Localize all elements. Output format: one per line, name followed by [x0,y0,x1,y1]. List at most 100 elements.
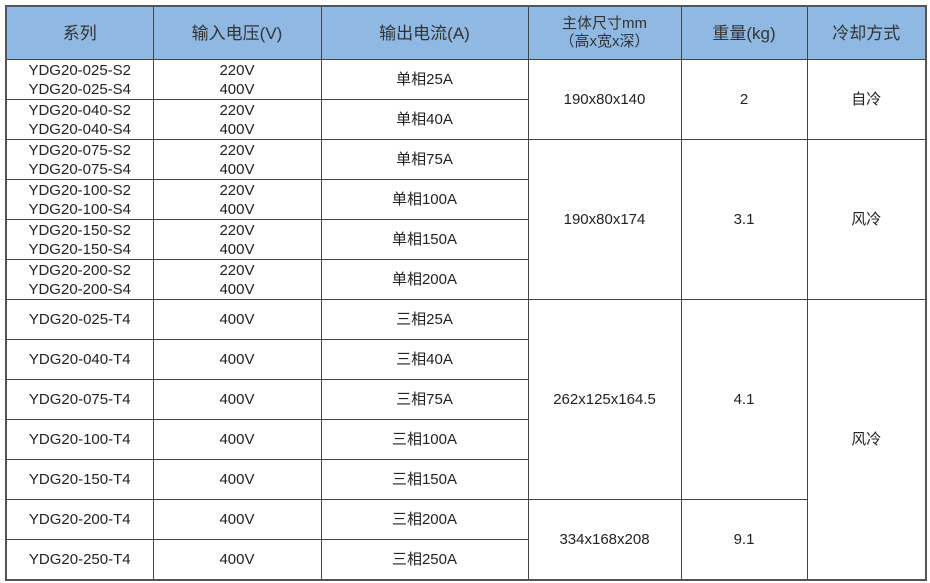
header-series: 系列 [5,5,154,60]
dims-cell: 190x80x174 [527,139,682,300]
table-row: YDG20-040-S2 YDG20-040-S4 220V 400V 单相40A [5,99,926,140]
voltage-cell-line: 400V [219,120,255,138]
cooling-cell: 风冷 [806,139,927,300]
voltage-cell: 400V [152,539,322,581]
series-cell: YDG20-150-S2 YDG20-150-S4 [5,219,154,260]
series-cell-line: YDG20-025-T4 [28,311,131,328]
voltage-cell-line: 400V [219,80,255,98]
voltage-cell-line: 400V [219,280,255,298]
series-cell: YDG20-200-T4 [5,499,154,540]
series-cell: YDG20-075-T4 [5,379,154,420]
current-cell: 单相100A [320,179,529,220]
voltage-cell-line: 400V [219,391,255,408]
voltage-cell-line: 400V [219,240,255,258]
series-cell-line: YDG20-150-S4 [28,240,132,258]
header-output-current: 输出电流(A) [320,5,529,60]
series-cell-line: YDG20-100-S4 [28,200,132,218]
voltage-cell-line: 400V [219,200,255,218]
series-cell-line: YDG20-025-S4 [28,80,132,98]
series-cell-line: YDG20-040-T4 [28,351,131,368]
header-dimensions: 主体尺寸mm （高x宽x深） [527,5,682,60]
series-cell-line: YDG20-025-S2 [28,61,132,79]
series-cell-line: YDG20-200-S4 [28,280,132,298]
dims-cell: 334x168x208 [527,499,682,581]
voltage-cell-line: 220V [219,221,255,239]
voltage-cell: 220V 400V [152,259,322,300]
current-cell: 单相25A [320,59,529,100]
table-row: YDG20-100-T4 400V 三相100A [5,419,926,460]
voltage-cell: 220V 400V [152,59,322,100]
table-row: YDG20-100-S2 YDG20-100-S4 220V 400V 单相100A [5,179,926,220]
weight-cell: 9.1 [680,499,808,581]
cooling-cell: 自冷 [806,59,927,140]
series-cell-line: YDG20-150-S2 [28,221,132,239]
table-row: YDG20-150-S2 YDG20-150-S4 220V 400V 单相150A [5,219,926,260]
voltage-cell: 400V [152,499,322,540]
cooling-cell: 风冷 [806,299,927,581]
series-cell-line: YDG20-075-S4 [28,160,132,178]
current-cell: 三相150A [320,459,529,500]
voltage-cell-line: 220V [219,261,255,279]
spec-table: 系列 输入电压(V) 输出电流(A) 主体尺寸mm （高x宽x深） 重量(kg) … [5,5,927,581]
voltage-cell-line: 400V [219,311,255,328]
current-cell: 三相200A [320,499,529,540]
dims-cell: 262x125x164.5 [527,299,682,500]
voltage-cell-line: 400V [219,431,255,448]
current-cell: 三相100A [320,419,529,460]
voltage-cell: 220V 400V [152,219,322,260]
series-cell-line: YDG20-100-T4 [28,431,131,448]
current-cell: 三相40A [320,339,529,380]
table-row: YDG20-150-T4 400V 三相150A [5,459,926,500]
series-cell: YDG20-100-S2 YDG20-100-S4 [5,179,154,220]
series-cell-line: YDG20-075-S2 [28,141,132,159]
weight-cell: 2 [680,59,808,140]
series-cell: YDG20-075-S2 YDG20-075-S4 [5,139,154,180]
voltage-cell-line: 400V [219,471,255,488]
header-cooling: 冷却方式 [806,5,927,60]
voltage-cell-line: 400V [219,511,255,528]
voltage-cell-line: 400V [219,351,255,368]
series-cell: YDG20-040-T4 [5,339,154,380]
table-row: YDG20-025-T4 400V 三相25A 262x125x164.5 4.1 风冷 [5,299,927,581]
header-weight: 重量(kg) [680,5,808,60]
voltage-cell: 220V 400V [152,99,322,140]
voltage-cell-line: 400V [219,160,255,178]
weight-cell: 3.1 [680,139,808,300]
current-cell: 单相200A [320,259,529,300]
table-row: YDG20-040-T4 400V 三相40A [5,339,926,380]
voltage-cell: 400V [152,299,322,340]
voltage-cell-line: 220V [219,141,255,159]
series-cell-line: YDG20-075-T4 [28,391,131,408]
voltage-cell: 400V [152,379,322,420]
dims-cell: 190x80x140 [527,59,682,140]
table-row: YDG20-075-T4 400V 三相75A [5,379,926,420]
table-row: YDG20-250-T4 400V 三相250A [5,539,926,581]
table-row: YDG20-200-S2 YDG20-200-S4 220V 400V 单相200A [5,259,926,300]
series-cell-line: YDG20-200-T4 [28,511,131,528]
current-cell: 三相25A [320,299,529,340]
current-cell: 单相75A [320,139,529,180]
voltage-cell-line: 220V [219,181,255,199]
series-cell-line: YDG20-040-S2 [28,101,132,119]
voltage-cell: 400V [152,339,322,380]
voltage-cell: 400V [152,459,322,500]
series-cell-line: YDG20-150-T4 [28,471,131,488]
series-cell: YDG20-150-T4 [5,459,154,500]
table-row: YDG20-075-S2 YDG20-075-S4 220V 400V 单相75A 190… [5,139,927,300]
voltage-cell: 220V 400V [152,179,322,220]
series-cell-line: YDG20-250-T4 [28,551,131,568]
table-row: YDG20-200-T4 400V 三相200A 334x168x208 9.1 [5,499,926,581]
voltage-cell: 220V 400V [152,139,322,180]
series-cell: YDG20-250-T4 [5,539,154,581]
series-cell: YDG20-040-S2 YDG20-040-S4 [5,99,154,140]
series-cell: YDG20-025-T4 [5,299,154,340]
series-cell: YDG20-025-S2 YDG20-025-S4 [5,59,154,100]
current-cell: 三相250A [320,539,529,581]
current-cell: 三相75A [320,379,529,420]
series-cell-line: YDG20-200-S2 [28,261,132,279]
series-cell: YDG20-200-S2 YDG20-200-S4 [5,259,154,300]
voltage-cell: 400V [152,419,322,460]
series-cell-line: YDG20-100-S2 [28,181,132,199]
table-row: YDG20-025-S2 YDG20-025-S4 220V 400V 单相25A 190… [5,59,927,140]
series-cell: YDG20-100-T4 [5,419,154,460]
